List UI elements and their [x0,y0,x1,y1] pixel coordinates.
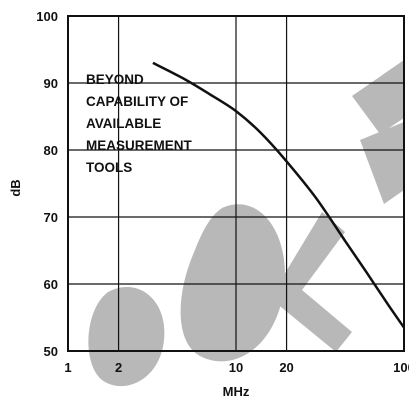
plot-frame [67,15,405,352]
x-tick-labels: 1 2 10 20 100 [64,360,409,375]
x-tick-label-0: 1 [64,360,71,375]
x-tick-label-1: 2 [115,360,122,375]
series-line [152,61,406,329]
y-tick-label-4: 90 [44,76,58,91]
watermark-stroke-2 [88,286,165,387]
watermark-stroke-3 [270,212,352,352]
y-tick-label-1: 60 [44,277,58,292]
annotation-line-5: TOOLS [86,160,132,175]
y-tick-label-3: 80 [44,143,58,158]
annotation-line-3: AVAILABLE [86,116,161,131]
y-tick-label-5: 100 [36,9,58,24]
y-tick-label-2: 70 [44,210,58,225]
obsolete-watermark [88,60,404,387]
watermark-stroke-4 [352,60,404,134]
x-tick-label-3: 20 [279,360,293,375]
y-axis-title: dB [8,179,23,196]
annotation-line-2: CAPABILITY OF [86,94,188,109]
x-tick-label-4: 100 [393,360,409,375]
y-tick-labels: 50 60 70 80 90 100 [36,9,58,359]
annotation-line-4: MEASUREMENT [86,138,193,153]
annotation-line-1: BEYOND [86,72,144,87]
chart-grid [67,15,405,352]
x-tick-label-2: 10 [229,360,243,375]
watermark-stroke-1 [180,204,285,362]
x-axis-title: MHz [223,384,250,399]
y-tick-label-0: 50 [44,344,58,359]
annotation: BEYOND CAPABILITY OF AVAILABLE MEASUREME… [86,72,193,175]
watermark-stroke-5 [360,122,404,204]
